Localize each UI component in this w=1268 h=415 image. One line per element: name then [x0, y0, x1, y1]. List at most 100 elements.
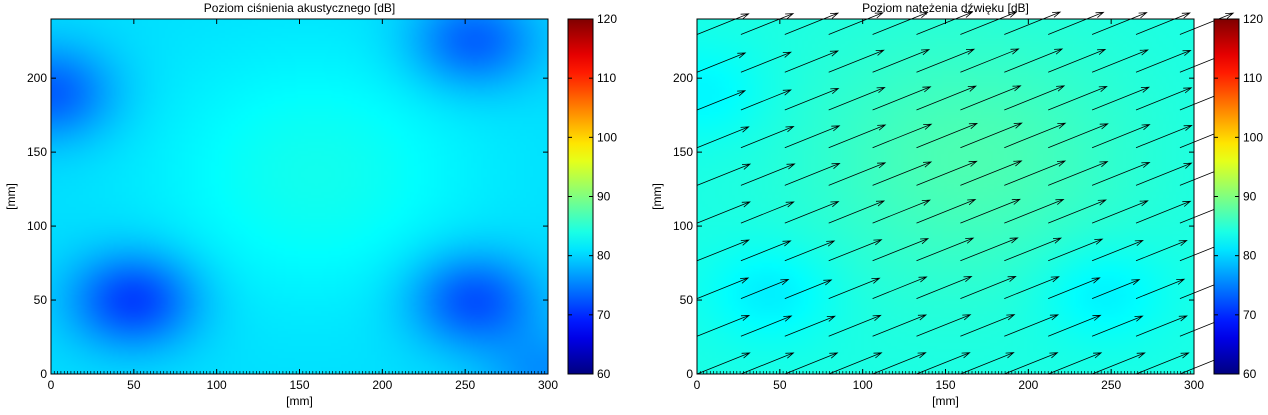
quiver-arrow [1004, 352, 1059, 375]
colorbar-tick-label: 60 [1243, 367, 1257, 381]
quiver-arrow [1135, 124, 1193, 149]
chart-panel-1: 0 50 100 150 200 250 300 0 50 100 150 200 Poziom ciś… [4, 1, 617, 408]
quiver-arrow [872, 238, 930, 262]
colorbar [567, 18, 594, 375]
quiver-arrow [960, 275, 1017, 299]
quiver-arrow [696, 201, 751, 224]
quiver-arrow [1135, 200, 1192, 224]
quiver-arrow [1091, 240, 1144, 262]
quiver-arrow [1091, 279, 1141, 299]
quiver-arrow [1048, 86, 1108, 111]
quiver-arrow [1135, 87, 1193, 111]
chart-panel-2: 0 50 100 150 200 250 300 0 50 100 150 200 Poziom nat… [650, 1, 1263, 408]
y-tick-label: 50 [680, 293, 694, 307]
quiver-arrow [1004, 48, 1064, 73]
quiver-arrow [916, 48, 976, 73]
quiver-arrow [784, 50, 840, 73]
quiver-arrow [872, 276, 928, 299]
x-tick-label: 100 [207, 378, 227, 392]
x-tick-label: 0 [48, 378, 55, 392]
x-tick-label: 300 [538, 378, 558, 392]
x-tick-label: 250 [455, 378, 475, 392]
quiver-arrow [916, 122, 979, 149]
quiver-arrow [1048, 48, 1107, 73]
quiver-arrow [960, 237, 1019, 262]
quiver-arrow [740, 163, 796, 186]
quiver-arrow [1091, 200, 1149, 224]
y-tick-label: 100 [673, 219, 693, 233]
quiver-arrow [696, 90, 747, 111]
quiver-arrow [960, 11, 1018, 35]
quiver-arrow [828, 352, 883, 375]
x-tick-label: 300 [1184, 378, 1204, 392]
x-tick-label: 150 [289, 378, 309, 392]
quiver-arrow [1091, 161, 1151, 186]
quiver-arrow [872, 352, 927, 375]
y-tick-label: 50 [34, 293, 48, 307]
quiver-arrow [740, 13, 795, 35]
quiver-arrow [1135, 278, 1186, 299]
colorbar-tick-label: 80 [1243, 249, 1257, 263]
quiver-arrow [916, 11, 974, 35]
x-axis-label: [mm] [932, 394, 959, 408]
quiver-arrow [1048, 11, 1105, 35]
x-tick-label: 200 [1018, 378, 1038, 392]
quiver-arrow [1048, 199, 1107, 224]
colorbar-tick-label: 90 [1243, 190, 1257, 204]
colorbar-tick-label: 110 [1243, 71, 1262, 85]
quiver-arrow [828, 239, 883, 262]
quiver-arrow [1004, 237, 1063, 262]
quiver-arrow [872, 314, 928, 337]
quiver-arrow [784, 12, 840, 35]
quiver-arrow [1135, 12, 1191, 35]
x-tick-label: 50 [773, 378, 787, 392]
quiver-arrow [740, 51, 792, 73]
quiver-arrow [960, 160, 1023, 186]
quiver-arrow [916, 199, 977, 224]
x-tick-label: 250 [1101, 378, 1121, 392]
quiver-arrow [784, 88, 840, 111]
quiver-arrow [1135, 315, 1188, 337]
quiver-arrow [784, 125, 841, 149]
x-tick-label: 50 [127, 378, 141, 392]
y-axis-label: [mm] [4, 183, 18, 210]
x-tick-label: 200 [372, 378, 392, 392]
y-axis-label: [mm] [650, 183, 664, 210]
quiver-arrow [828, 162, 887, 186]
quiver-arrow [1091, 315, 1144, 337]
colorbar-tick-label: 100 [597, 130, 617, 144]
quiver-arrow [1135, 49, 1192, 73]
quiver-arrow [1004, 198, 1065, 224]
quiver-arrow [960, 198, 1021, 224]
quiver-arrow [1048, 352, 1103, 375]
quiver-arrow [1091, 352, 1146, 375]
quiver-arrow [784, 201, 840, 224]
quiver-arrow [1048, 161, 1109, 186]
quiver-arrow [1135, 352, 1190, 375]
quiver-arrow [740, 352, 795, 375]
quiver-arrow [740, 201, 795, 224]
colorbar-tick-label: 120 [597, 12, 617, 26]
quiver-arrow [916, 85, 977, 111]
x-tick-label: 150 [935, 378, 955, 392]
quiver-arrow [916, 352, 971, 375]
quiver-arrow [740, 240, 792, 262]
chart-title: Poziom natężenia dźwięku [dB] [862, 1, 1029, 15]
quiver-arrow [784, 352, 839, 375]
quiver-arrow [828, 277, 881, 299]
quiver-arrow [916, 314, 972, 337]
quiver-arrow [696, 239, 750, 262]
heatmap-image [697, 19, 1194, 374]
quiver-arrow [1091, 124, 1151, 149]
quiver-arrow [1004, 122, 1067, 149]
quiver-arrow [828, 200, 886, 224]
y-tick-label: 150 [673, 145, 693, 159]
colorbar-tick-label: 70 [1243, 308, 1257, 322]
quiver-arrow [1048, 277, 1101, 299]
quiver-arrow [1135, 162, 1193, 186]
quiver-arrow [696, 314, 751, 337]
quiver-arrow [828, 12, 884, 35]
colorbar-tick-label: 80 [597, 249, 611, 263]
y-tick-label: 0 [686, 367, 693, 381]
